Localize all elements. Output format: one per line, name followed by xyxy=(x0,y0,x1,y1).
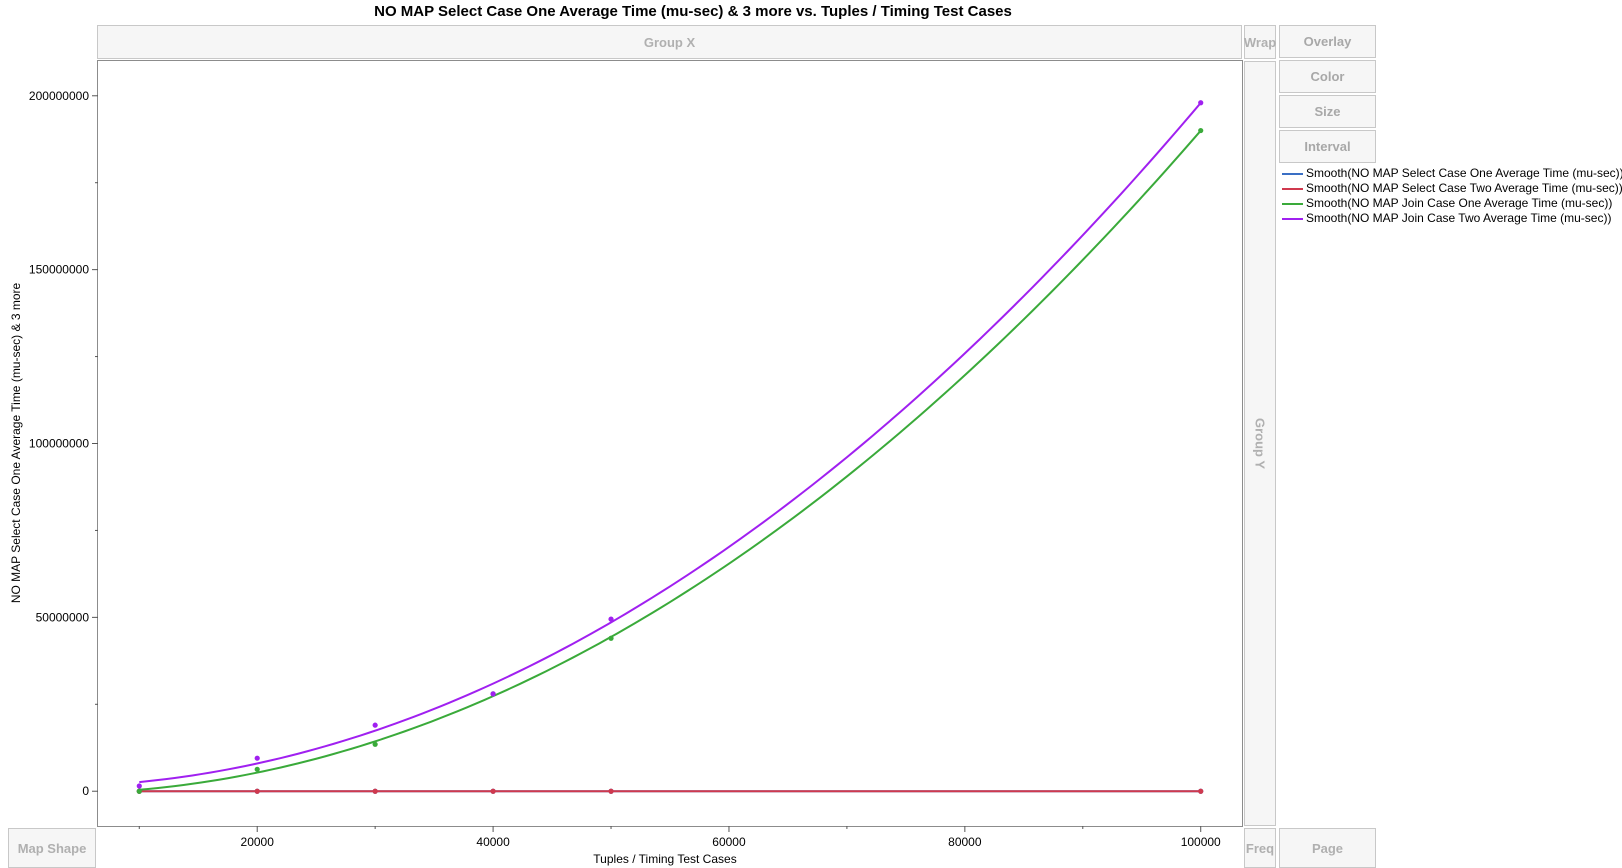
x-tick-label: 40000 xyxy=(476,835,510,849)
y-tick-label: 200000000 xyxy=(29,89,89,103)
legend-swatch xyxy=(1282,202,1303,205)
legend-swatch xyxy=(1282,217,1303,220)
legend-item[interactable]: Smooth(NO MAP Select Case One Average Ti… xyxy=(1282,166,1622,181)
size-button[interactable]: Size xyxy=(1279,95,1376,128)
map-shape-zone[interactable]: Map Shape xyxy=(8,828,96,868)
overlay-button[interactable]: Overlay xyxy=(1279,25,1376,58)
x-axis: 20000 40000 60000 80000 100000 xyxy=(138,826,1221,849)
x-tick-label: 20000 xyxy=(241,835,275,849)
freq-label: Freq xyxy=(1245,840,1275,856)
wrap-label: Wrap xyxy=(1243,34,1277,50)
legend-swatch xyxy=(1282,172,1303,175)
y-tick-label: 0 xyxy=(82,784,89,798)
wrap-zone[interactable]: Wrap xyxy=(1244,25,1276,59)
chart-title: NO MAP Select Case One Average Time (mu-… xyxy=(374,3,1012,20)
legend-label: Smooth(NO MAP Select Case One Average Ti… xyxy=(1306,166,1622,180)
x-tick-label: 60000 xyxy=(712,835,746,849)
legend-item[interactable]: Smooth(NO MAP Select Case Two Average Ti… xyxy=(1282,181,1622,196)
y-tick-label: 100000000 xyxy=(29,437,89,451)
page-label: Page xyxy=(1311,840,1344,856)
legend-label: Smooth(NO MAP Join Case One Average Time… xyxy=(1306,196,1613,210)
interval-button[interactable]: Interval xyxy=(1279,130,1376,163)
y-axis-label: NO MAP Select Case One Average Time (mu-… xyxy=(9,283,23,604)
map-shape-label: Map Shape xyxy=(17,840,87,856)
legend-item[interactable]: Smooth(NO MAP Join Case One Average Time… xyxy=(1282,196,1622,211)
x-tick-label: 100000 xyxy=(1181,835,1221,849)
plot-area[interactable] xyxy=(97,60,1243,827)
group-x-zone[interactable]: Group X xyxy=(97,25,1242,59)
legend-label: Smooth(NO MAP Join Case Two Average Time… xyxy=(1306,211,1612,225)
y-tick-label: 50000000 xyxy=(36,610,90,624)
legend-swatch xyxy=(1282,187,1303,190)
page-zone[interactable]: Page xyxy=(1279,828,1376,868)
x-tick-label: 80000 xyxy=(948,835,982,849)
legend: Smooth(NO MAP Select Case One Average Ti… xyxy=(1282,166,1622,226)
y-axis: 0 50000000 100000000 150000000 200000000 xyxy=(29,89,98,798)
y-tick-label: 150000000 xyxy=(29,263,89,277)
freq-zone[interactable]: Freq xyxy=(1244,828,1276,868)
x-axis-label: Tuples / Timing Test Cases xyxy=(593,852,736,866)
legend-item[interactable]: Smooth(NO MAP Join Case Two Average Time… xyxy=(1282,211,1622,226)
group-x-label: Group X xyxy=(643,34,696,50)
legend-label: Smooth(NO MAP Select Case Two Average Ti… xyxy=(1306,181,1622,195)
group-y-zone[interactable]: Group Y xyxy=(1244,61,1276,826)
group-y-label: Group Y xyxy=(1252,417,1268,470)
color-button[interactable]: Color xyxy=(1279,60,1376,93)
